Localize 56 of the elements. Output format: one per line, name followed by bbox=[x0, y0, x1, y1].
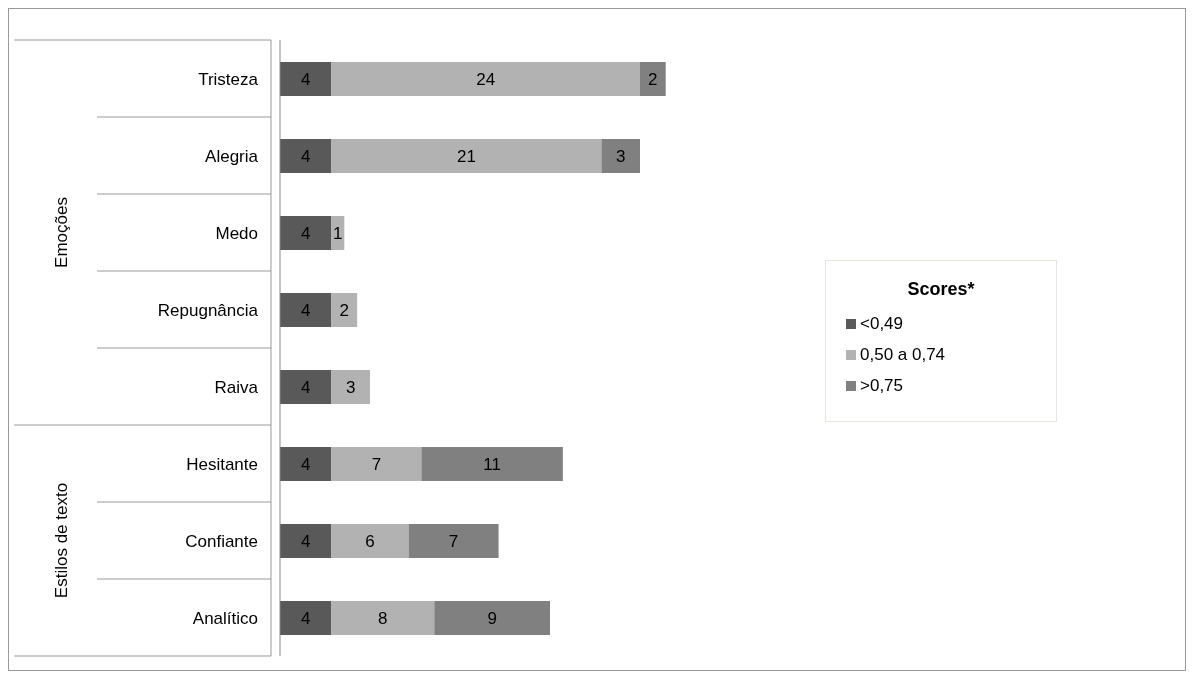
data-label: 2 bbox=[648, 70, 658, 90]
y-tick-label: Tristeza bbox=[198, 69, 259, 89]
data-label: 21 bbox=[456, 147, 476, 167]
y-tick-label: Raiva bbox=[214, 377, 259, 397]
data-label: 4 bbox=[300, 224, 311, 244]
text: Emoções bbox=[52, 197, 71, 268]
bar bbox=[601, 139, 640, 173]
bar bbox=[280, 524, 332, 558]
bar bbox=[280, 62, 332, 96]
y-tick-label: Analítico bbox=[192, 608, 258, 628]
bar bbox=[331, 62, 640, 96]
data-label: 4 bbox=[300, 301, 311, 321]
data-label: 24 bbox=[476, 70, 496, 90]
bar bbox=[280, 370, 332, 404]
data-label: 6 bbox=[365, 532, 375, 552]
bar bbox=[280, 139, 332, 173]
legend-label: <0,49 bbox=[860, 313, 904, 334]
bar bbox=[280, 293, 332, 327]
bar bbox=[280, 601, 332, 635]
bar bbox=[640, 62, 666, 96]
data-label: 4 bbox=[300, 70, 311, 90]
legend-label: 0,50 a 0,74 bbox=[860, 344, 946, 365]
data-label: 9 bbox=[487, 609, 497, 629]
data-label: 4 bbox=[300, 609, 311, 629]
data-label: 4 bbox=[300, 147, 311, 167]
data-label: 7 bbox=[371, 455, 382, 475]
bar bbox=[280, 216, 332, 250]
data-label: 3 bbox=[615, 147, 626, 167]
bar bbox=[331, 216, 345, 250]
bar bbox=[331, 601, 435, 635]
data-label: 1 bbox=[333, 224, 343, 244]
text: Estilos de texto bbox=[52, 482, 71, 599]
data-label: 8 bbox=[378, 609, 388, 629]
y-tick-label: Repugnância bbox=[157, 300, 259, 320]
bar bbox=[331, 370, 370, 404]
bar bbox=[434, 601, 550, 635]
bar bbox=[331, 524, 409, 558]
bar bbox=[408, 524, 499, 558]
bar bbox=[280, 447, 332, 481]
data-label: 4 bbox=[300, 378, 311, 398]
bar bbox=[331, 139, 602, 173]
data-label: 4 bbox=[300, 455, 311, 475]
bar bbox=[331, 447, 422, 481]
bar bbox=[331, 293, 358, 327]
data-label: 3 bbox=[345, 378, 356, 398]
y-tick-label: Hesitante bbox=[186, 454, 258, 474]
data-label: 11 bbox=[483, 455, 501, 475]
legend-label: >0,75 bbox=[860, 375, 904, 396]
y-tick-label: Alegria bbox=[205, 146, 259, 166]
data-label: 7 bbox=[448, 532, 459, 552]
legend-title: Scores* bbox=[906, 278, 976, 300]
y-tick-label: Medo bbox=[215, 223, 258, 243]
y-tick-label: Confiante bbox=[185, 531, 258, 551]
data-label: 4 bbox=[300, 532, 311, 552]
bar bbox=[421, 447, 563, 481]
data-label: 2 bbox=[339, 301, 350, 321]
